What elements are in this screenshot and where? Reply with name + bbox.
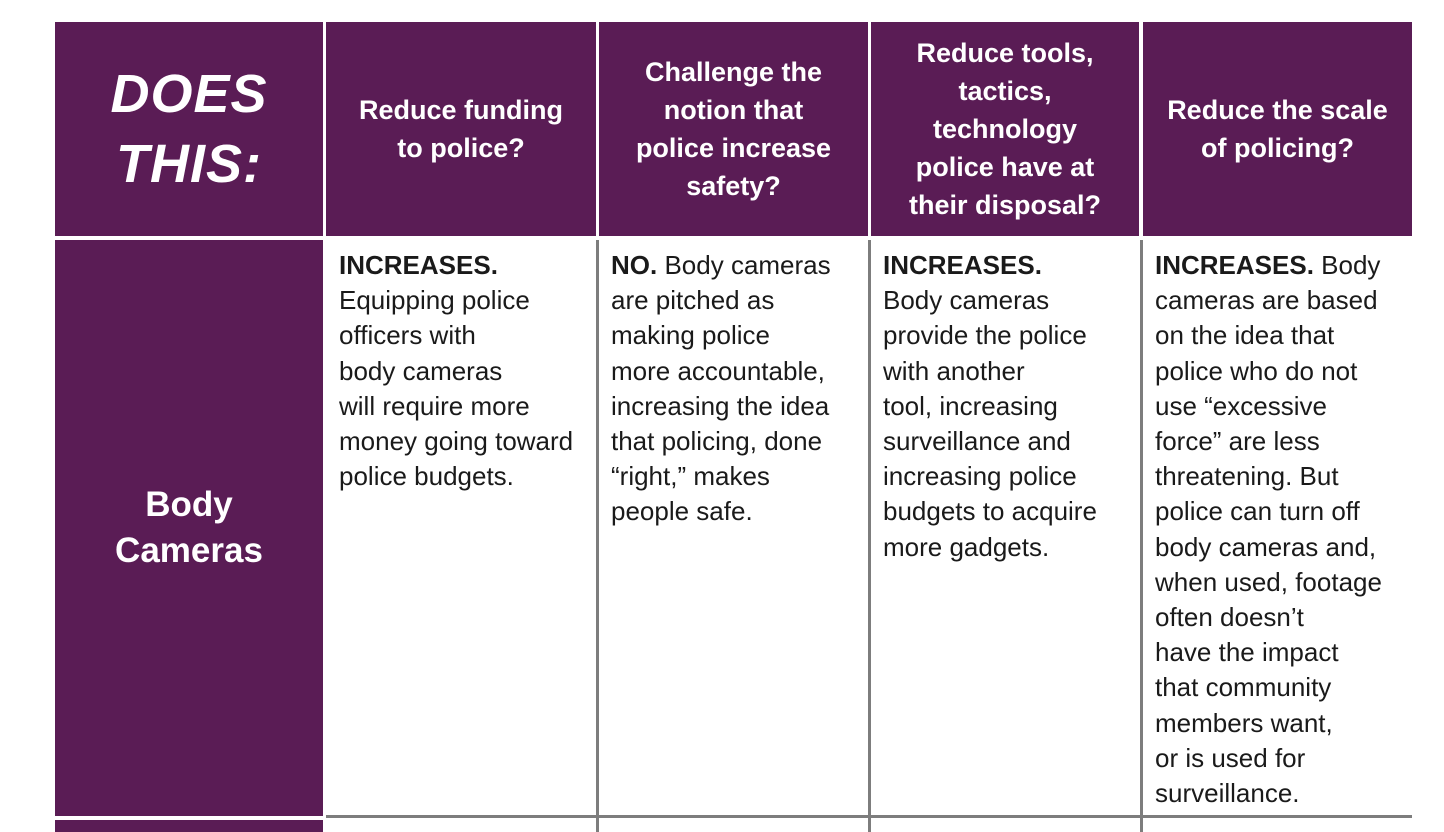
column-header-line: their disposal? — [908, 190, 1102, 220]
grid-line-vertical — [868, 240, 871, 832]
row-header-line: Body — [145, 485, 233, 524]
column-header-line: Reduce tools, — [916, 38, 1094, 68]
table-cell-safety: NO. Body cameras are pitched as making p… — [611, 248, 863, 530]
column-header-line: police have at — [915, 152, 1095, 182]
cell-text-inline: Body cameras — [657, 250, 831, 280]
cell-text-line: police can turn off — [1155, 496, 1360, 527]
grid-line-vertical — [596, 240, 599, 832]
cell-text-line: members want, — [1155, 707, 1333, 738]
cell-first-line: NO. Body cameras — [611, 248, 863, 283]
cell-text-line: surveillance. — [1155, 778, 1300, 809]
column-header-line: technology — [932, 114, 1077, 144]
cell-verdict: INCREASES. — [883, 250, 1042, 280]
table-cell-funding: INCREASES. Equipping police officers wit… — [339, 248, 591, 494]
cell-text-line: police who do not — [1155, 355, 1358, 386]
cell-text-line: police budgets. — [339, 461, 514, 492]
column-header-line: Reduce funding — [359, 95, 563, 125]
cell-text-line: often doesn’t — [1155, 602, 1304, 633]
cell-first-line: INCREASES. Body — [1155, 248, 1407, 283]
cell-text-line: body cameras and, — [1155, 531, 1377, 562]
cell-text-line: more gadgets. — [883, 531, 1050, 562]
row-header-line: Cameras — [115, 531, 263, 570]
column-header-line: Challenge the — [644, 57, 822, 87]
cell-text-line: body cameras — [339, 355, 503, 386]
cell-text-line: budgets to acquire — [883, 496, 1097, 527]
grid-line-vertical — [1140, 240, 1143, 832]
column-header-line: police increase — [635, 133, 832, 163]
cell-text-line: increasing the idea — [611, 390, 830, 421]
cell-text-line: increasing police — [883, 461, 1077, 492]
corner-label-line: THIS: — [115, 134, 262, 194]
cell-text-line: Equipping police — [339, 285, 530, 316]
cell-text-line: that policing, done — [611, 426, 823, 457]
cell-text-line: officers with — [339, 320, 476, 351]
row-header-body-cameras: Body Cameras — [55, 240, 323, 816]
cell-verdict: NO. — [611, 250, 658, 280]
cell-text-line: when used, footage — [1155, 566, 1382, 597]
corner-label-line: DOES — [110, 64, 268, 124]
cell-text-line: have the impact — [1155, 637, 1339, 668]
cell-text-line: provide the police — [883, 320, 1087, 351]
column-header-challenge-notion: Challenge the notion that police increas… — [599, 22, 868, 236]
column-header-line: of policing? — [1201, 133, 1354, 163]
cell-text-line: are pitched as — [611, 285, 775, 316]
cell-text-line: use “excessive — [1155, 390, 1327, 421]
cell-text-line: Body cameras — [883, 285, 1050, 316]
column-header-reduce-scale: Reduce the scale of policing? — [1143, 22, 1412, 236]
cell-text-line: surveillance and — [883, 426, 1071, 457]
column-header-line: safety? — [686, 171, 781, 201]
column-header-line: notion that — [663, 95, 804, 125]
row-header-next — [55, 820, 323, 832]
cell-text-line: force” are less — [1155, 426, 1320, 457]
cell-verdict: INCREASES. — [1155, 250, 1314, 280]
cell-text-line: with another — [883, 355, 1025, 386]
cell-text-line: people safe. — [611, 496, 753, 527]
table-cell-scale: INCREASES. Body cameras are based on the… — [1155, 248, 1407, 811]
cell-text-line: cameras are based — [1155, 285, 1378, 316]
cell-text-line: money going toward — [339, 426, 574, 457]
cell-verdict: INCREASES. — [339, 250, 498, 280]
grid-line-horizontal — [326, 815, 1412, 818]
column-header-line: to police? — [397, 133, 525, 163]
column-header-line: tactics, — [958, 76, 1052, 106]
cell-text-line: “right,” makes — [611, 461, 770, 492]
column-header-line: Reduce the scale — [1167, 95, 1388, 125]
cell-text-line: making police — [611, 320, 770, 351]
cell-text-line: or is used for — [1155, 742, 1306, 773]
table-cell-tools: INCREASES. Body cameras provide the poli… — [883, 248, 1135, 565]
cell-text-line: threatening. But — [1155, 461, 1339, 492]
column-header-reduce-tools: Reduce tools, tactics, technology police… — [871, 22, 1139, 236]
corner-header: DOES THIS: — [55, 22, 323, 236]
cell-text-inline: Body — [1313, 250, 1381, 280]
cell-text-line: more accountable, — [611, 355, 825, 386]
cell-text-line: will require more — [339, 390, 530, 421]
column-header-reduce-funding: Reduce funding to police? — [326, 22, 596, 236]
cell-text-line: tool, increasing — [883, 390, 1058, 421]
cell-text-line: that community — [1155, 672, 1332, 703]
cell-text-line: on the idea that — [1155, 320, 1335, 351]
